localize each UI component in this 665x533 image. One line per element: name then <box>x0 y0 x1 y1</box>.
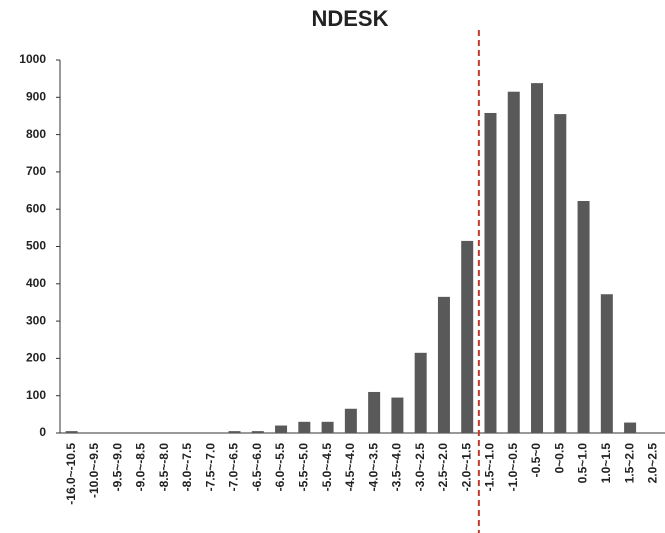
x-tick-label: -7.5~-7.0 <box>203 443 217 492</box>
x-tick-label: -7.0~-6.5 <box>227 443 241 492</box>
chart-title: NDESK <box>311 6 388 31</box>
y-tick-label: 100 <box>26 388 46 402</box>
x-tick-label: 1.0~1.5 <box>599 443 613 484</box>
x-tick-label: -8.0~-7.5 <box>180 443 194 492</box>
bar <box>531 83 544 433</box>
y-tick-label: 700 <box>26 164 46 178</box>
x-tick-label: -4.5~-4.0 <box>343 443 357 492</box>
bar <box>507 91 520 433</box>
x-tick-label: -16.0~-10.5 <box>64 443 78 505</box>
y-tick-label: 400 <box>26 276 46 290</box>
bar <box>600 294 613 433</box>
y-tick-label: 300 <box>26 313 46 327</box>
bar <box>275 425 288 433</box>
y-tick-label: 800 <box>26 127 46 141</box>
x-tick-label: 1.5~2.0 <box>622 443 636 484</box>
bar <box>437 296 450 433</box>
x-tick-label: -3.0~-2.5 <box>413 443 427 492</box>
y-tick-label: 1000 <box>19 52 46 66</box>
x-tick-label: -4.0~-3.5 <box>366 443 380 492</box>
bar <box>577 200 590 433</box>
bar <box>461 240 474 433</box>
x-tick-label: -2.0~-1.5 <box>459 443 473 492</box>
y-tick-label: 500 <box>26 239 46 253</box>
x-tick-label: -9.0~-8.5 <box>134 443 148 492</box>
x-tick-label: -2.5~-2.0 <box>436 443 450 492</box>
x-tick-label: -1.0~-0.5 <box>506 443 520 492</box>
y-tick-label: 600 <box>26 201 46 215</box>
bar <box>321 421 334 433</box>
x-tick-label: -1.5~-1.0 <box>483 443 497 492</box>
x-tick-label: 0.5~1.0 <box>576 443 590 484</box>
x-tick-label: -10.0~-9.5 <box>87 443 101 498</box>
x-tick-label: -5.5~-5.0 <box>296 443 310 492</box>
x-tick-label: -9.5~-9.0 <box>110 443 124 492</box>
bar <box>368 391 381 433</box>
x-tick-label: -8.5~-8.0 <box>157 443 171 492</box>
bar <box>298 421 311 433</box>
bar <box>484 112 497 433</box>
x-tick-label: 0~0.5 <box>552 443 566 474</box>
bar <box>344 408 357 433</box>
bar <box>414 352 427 433</box>
y-tick-label: 0 <box>39 425 46 439</box>
x-tick-label: -6.5~-6.0 <box>250 443 264 492</box>
bar <box>391 397 404 433</box>
bar <box>228 431 241 433</box>
x-tick-label: -5.0~-4.5 <box>320 443 334 492</box>
x-tick-label: -6.0~-5.5 <box>273 443 287 492</box>
bar <box>251 431 264 433</box>
x-tick-label: -0.5~0 <box>529 443 543 478</box>
y-tick-label: 900 <box>26 89 46 103</box>
bar <box>65 431 78 433</box>
x-tick-label: 2.0~2.5 <box>646 443 660 484</box>
bar <box>624 422 637 433</box>
y-tick-label: 200 <box>26 351 46 365</box>
bar <box>554 114 567 434</box>
x-tick-label: -3.5~-4.0 <box>390 443 404 492</box>
